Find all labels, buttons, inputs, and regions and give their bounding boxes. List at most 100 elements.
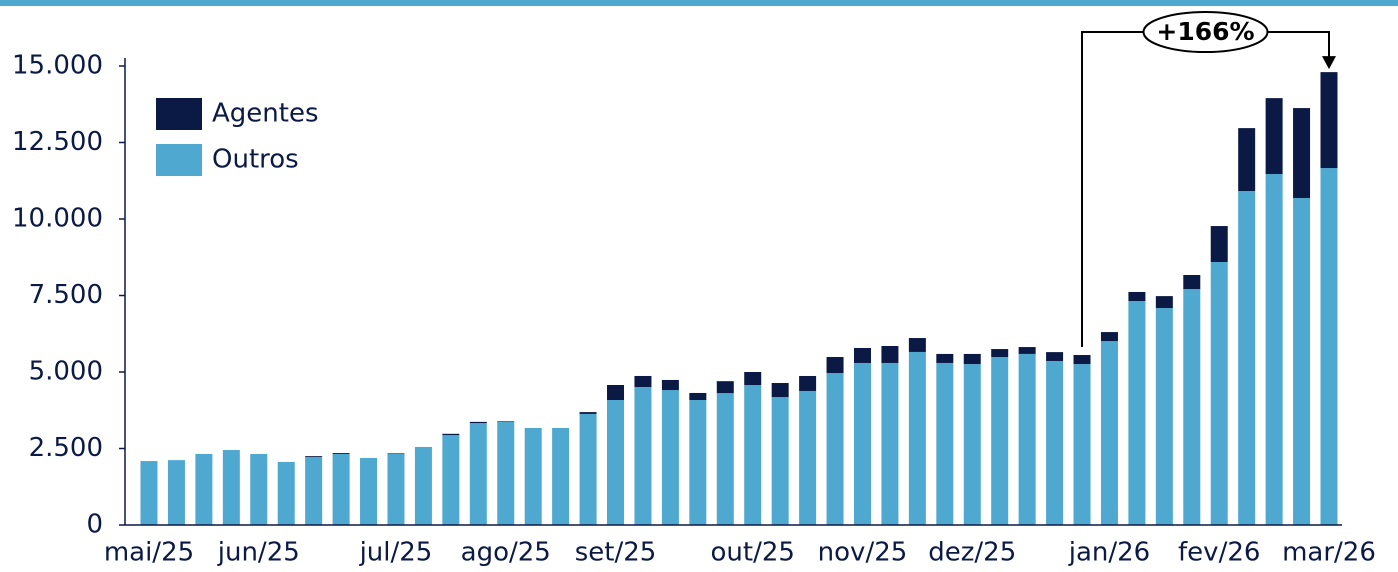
bar-segment — [195, 454, 213, 525]
x-tick-label: mai/25 — [104, 538, 194, 568]
x-tick-label: jun/25 — [217, 538, 300, 568]
annotation-bracket — [1081, 31, 1330, 348]
bar-segment — [881, 345, 899, 363]
bar-segment — [497, 421, 515, 525]
bar-segment — [771, 383, 789, 398]
legend-swatch — [156, 98, 202, 130]
x-tick-label: set/25 — [575, 538, 657, 568]
bar-segment — [826, 373, 844, 525]
bar-segment — [332, 454, 350, 525]
bar-segment — [552, 427, 570, 525]
bar-segment — [634, 375, 652, 387]
bar-segment — [469, 423, 487, 525]
annotation-bubble — [1142, 11, 1269, 53]
bar-segment — [661, 390, 679, 525]
bar-segment — [607, 399, 625, 525]
x-tick-label: fev/26 — [1178, 538, 1260, 568]
bar-segment — [387, 453, 405, 455]
bar-segment — [1018, 347, 1036, 354]
bar-segment — [305, 457, 323, 525]
bar-segment — [1128, 301, 1146, 525]
bar-segment — [579, 413, 597, 525]
top-rule — [0, 0, 1398, 6]
bar-segment — [936, 353, 954, 363]
bar-segment — [277, 461, 295, 525]
bar-segment — [1265, 98, 1283, 175]
bar-segment — [1210, 261, 1228, 525]
bar-segment — [744, 385, 762, 525]
bar-segment — [744, 372, 762, 386]
x-tick-label: out/25 — [711, 538, 795, 568]
bar-segment — [799, 390, 817, 525]
bar-segment — [1293, 108, 1311, 199]
bar-segment — [634, 386, 652, 525]
bar-segment — [1155, 296, 1173, 309]
bar-segment — [853, 347, 871, 363]
bar-segment — [332, 453, 350, 455]
bar-segment — [991, 357, 1009, 525]
bar-segment — [991, 349, 1009, 358]
x-tick-label: jul/25 — [359, 538, 433, 568]
x-tick-label: nov/25 — [818, 538, 908, 568]
bar-segment — [1018, 353, 1036, 525]
bar-segment — [771, 397, 789, 525]
bar-segment — [140, 461, 158, 525]
y-tick-label: 0 — [86, 510, 103, 540]
y-tick-label: 10.000 — [12, 204, 103, 234]
bar-segment — [1238, 191, 1256, 525]
bar-segment — [963, 364, 981, 525]
bar-segment — [716, 381, 734, 394]
bar-segment — [579, 412, 597, 414]
bar-segment — [1128, 291, 1146, 302]
y-tick-label: 15.000 — [12, 51, 103, 81]
y-tick-label: 2.500 — [29, 433, 103, 463]
bar-segment — [1293, 198, 1311, 525]
bar-segment — [853, 362, 871, 525]
bar-segment — [469, 421, 487, 424]
legend-swatch — [156, 144, 202, 176]
bar-segment — [1265, 174, 1283, 525]
bar-segment — [442, 433, 460, 436]
bar-segment — [716, 393, 734, 525]
legend-label: Agentes — [212, 99, 319, 129]
x-tick-label: mar/26 — [1282, 538, 1376, 568]
bar-segment — [167, 460, 185, 525]
x-tick-label: ago/25 — [461, 538, 551, 568]
bar-segment — [1155, 308, 1173, 525]
y-tick-label: 7.500 — [29, 280, 103, 310]
annotation-arrow — [1322, 56, 1336, 70]
x-tick-label: dez/25 — [928, 538, 1016, 568]
bar-segment — [661, 379, 679, 391]
bar-segment — [222, 450, 240, 525]
bar-segment — [799, 375, 817, 391]
y-tick-label: 5.000 — [29, 357, 103, 387]
y-tick-label: 12.500 — [12, 127, 103, 157]
annotation-text: +166% — [1156, 17, 1254, 46]
legend-label: Outros — [212, 145, 299, 175]
bar-segment — [442, 435, 460, 525]
bar-segment — [826, 357, 844, 374]
bar-segment — [963, 353, 981, 365]
bar-segment — [524, 427, 542, 525]
bar-segment — [1238, 128, 1256, 192]
bar-segment — [387, 454, 405, 525]
bar-segment — [1183, 289, 1201, 525]
bar-segment — [881, 362, 899, 525]
bar-segment — [1073, 355, 1091, 365]
bar-segment — [1320, 168, 1338, 525]
bar-segment — [305, 456, 323, 458]
bar-segment — [1210, 226, 1228, 262]
bar-segment — [607, 385, 625, 400]
bar-segment — [360, 457, 378, 525]
bar-segment — [1183, 274, 1201, 290]
bar-segment — [1046, 352, 1064, 361]
bar-segment — [689, 392, 707, 400]
bar-segment — [1100, 341, 1118, 525]
bar-segment — [908, 351, 926, 525]
bar-segment — [1100, 332, 1118, 342]
bar-segment — [936, 362, 954, 525]
bar-segment — [689, 399, 707, 525]
bar-segment — [497, 421, 515, 422]
bar-segment — [908, 338, 926, 352]
